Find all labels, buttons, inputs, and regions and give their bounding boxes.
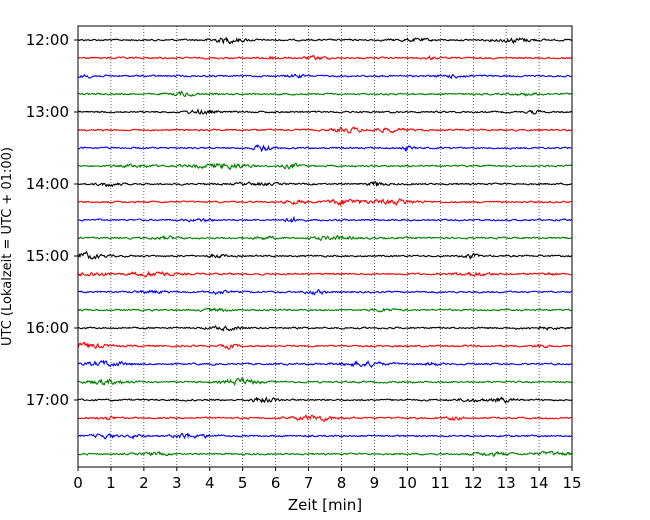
plot-frame (77, 25, 573, 468)
trace-11 (77, 234, 573, 242)
trace-12 (77, 250, 573, 260)
x-tick-label-15: 15 (562, 474, 581, 492)
y-tick-label-2: 14:00 (26, 175, 69, 193)
y-tick-label-1: 13:00 (26, 103, 69, 121)
trace-13 (77, 270, 573, 278)
trace-20 (77, 396, 573, 404)
x-tick-label-9: 9 (370, 474, 380, 492)
y-tick-label-5: 17:00 (26, 391, 69, 409)
y-tick-label-0: 12:00 (26, 31, 69, 49)
trace-6 (77, 144, 573, 153)
y-axis-ticks: 12:00 13:00 14:00 15:00 16:00 17:00 (26, 31, 78, 409)
y-tick-label-3: 15:00 (26, 247, 69, 265)
trace-4 (77, 108, 573, 116)
x-tick-label-12: 12 (464, 474, 483, 492)
trace-9 (77, 197, 573, 207)
x-tick-label-4: 4 (205, 474, 215, 492)
trace-23 (77, 450, 573, 458)
trace-0 (77, 36, 573, 45)
trace-1 (77, 54, 573, 61)
trace-15 (77, 307, 573, 313)
x-tick-label-3: 3 (172, 474, 182, 492)
trace-16 (77, 325, 573, 332)
x-axis-ticks: 0 1 2 3 4 5 6 7 8 9 10 11 12 13 14 15 (73, 467, 582, 492)
x-axis-label: Zeit [min] (288, 496, 362, 514)
x-tick-label-0: 0 (73, 474, 83, 492)
x-tick-label-13: 13 (497, 474, 516, 492)
x-tick-label-8: 8 (337, 474, 347, 492)
x-tick-label-7: 7 (304, 474, 314, 492)
x-tick-label-2: 2 (139, 474, 149, 492)
trace-10 (77, 215, 573, 223)
trace-17 (77, 341, 573, 351)
trace-19 (77, 377, 573, 387)
trace-18 (77, 359, 573, 369)
y-axis-label: UTC (Lokalzeit = UTC + 01:00) (0, 147, 15, 346)
x-tick-label-1: 1 (106, 474, 116, 492)
trace-series (77, 36, 573, 458)
trace-3 (77, 90, 573, 98)
x-tick-label-6: 6 (271, 474, 281, 492)
x-tick-label-11: 11 (431, 474, 450, 492)
trace-22 (77, 432, 573, 440)
trace-8 (77, 180, 573, 188)
x-tick-label-10: 10 (398, 474, 417, 492)
x-tick-label-14: 14 (530, 474, 549, 492)
trace-7 (77, 162, 573, 171)
y-tick-label-4: 16:00 (26, 319, 69, 337)
trace-14 (77, 288, 573, 296)
x-tick-label-5: 5 (238, 474, 248, 492)
trace-5 (77, 126, 573, 134)
trace-2 (77, 73, 573, 80)
trace-21 (77, 414, 573, 422)
